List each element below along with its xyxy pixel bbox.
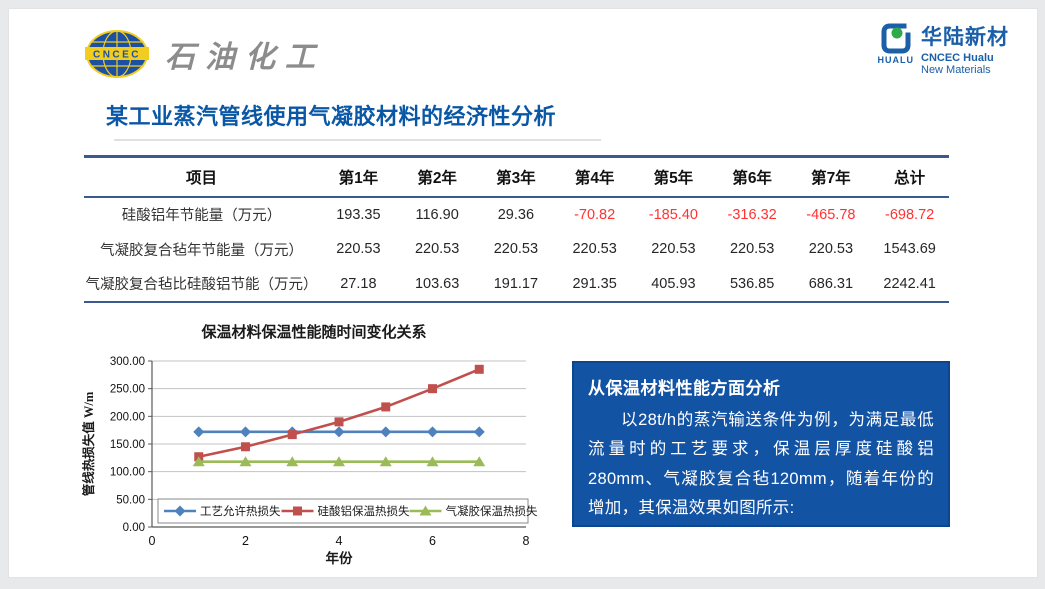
svg-text:2: 2	[242, 534, 249, 548]
hualu-name-en1: CNCEC Hualu	[921, 52, 994, 64]
table-cell: -70.82	[574, 206, 616, 223]
table-cell: 220.53	[336, 241, 381, 257]
hualu-logo: HUALU 华陆新材 CNCEC Hualu New Materials	[878, 21, 1010, 76]
svg-text:0: 0	[149, 534, 156, 548]
table-cell: 220.53	[808, 241, 854, 257]
hualu-name-en2: New Materials	[921, 64, 991, 76]
cncec-globe-icon: CNCEC	[85, 30, 149, 78]
left-logo-text: 石油化工	[165, 41, 325, 74]
svg-text:气凝胶保温热损失: 气凝胶保温热损失	[446, 504, 538, 518]
column-header: 第1年	[319, 156, 398, 198]
table-body: 硅酸铝年节能量（万元） 193.35 116.90 29.36 -70.82 -185.4…	[84, 197, 949, 302]
table-cell: -316.32	[727, 206, 777, 223]
table-row: 气凝胶复合毡年节能量（万元） 220.53 220.53 220.53 220.53 22…	[84, 232, 949, 267]
svg-text:50.00: 50.00	[116, 494, 145, 506]
analysis-box: 从保温材料性能方面分析 以28t/h的蒸汽输送条件为例，为满足最低流量时的工艺要…	[572, 361, 950, 527]
table-cell: 220.53	[729, 241, 775, 257]
table-cell: -465.78	[806, 206, 856, 223]
column-header: 第5年	[634, 156, 713, 198]
analysis-box-title: 从保温材料性能方面分析	[588, 379, 781, 398]
svg-text:150.00: 150.00	[110, 439, 145, 451]
table-cell: 291.35	[572, 275, 617, 292]
column-header: 项目	[84, 156, 319, 198]
table-cell: 103.63	[414, 275, 460, 292]
column-header: 第3年	[476, 156, 556, 198]
table-cell: -698.72	[885, 206, 935, 223]
svg-text:管线热损失值 W/m: 管线热损失值 W/m	[81, 391, 96, 496]
svg-text:CNCEC: CNCEC	[93, 50, 141, 61]
table-cell: 116.90	[415, 206, 459, 223]
column-header: 第2年	[397, 156, 477, 198]
svg-text:年份: 年份	[326, 550, 353, 566]
insulation-performance-chart: 保温材料保温性能随时间变化关系 0.00 50.00 100.00 150.00 200.…	[74, 319, 544, 569]
title-divider	[114, 139, 601, 141]
svg-text:工艺允许热损失: 工艺允许热损失	[200, 504, 281, 518]
slide: CNCEC 石油化工 HUALU 华陆新材 CNCEC Hualu New Ma…	[8, 8, 1038, 578]
svg-text:4: 4	[336, 534, 343, 548]
row-label: 气凝胶复合毡年节能量（万元）	[100, 242, 303, 259]
row-label: 气凝胶复合毡比硅酸铝节能（万元）	[85, 277, 318, 293]
svg-text:250.00: 250.00	[110, 384, 145, 396]
column-header: 第6年	[712, 156, 792, 198]
table-cell: 686.31	[808, 275, 854, 292]
svg-text:200.00: 200.00	[110, 411, 145, 423]
insulation-chart-svg: 保温材料保温性能随时间变化关系 0.00 50.00 100.00 150.00 200.…	[81, 323, 538, 566]
column-header: 第7年	[791, 156, 871, 198]
table-row: 硅酸铝年节能量（万元） 193.35 116.90 29.36 -70.82 -185.4…	[84, 197, 949, 232]
svg-text:8: 8	[523, 534, 530, 548]
table-cell: 193.35	[336, 206, 381, 223]
table-cell: 1543.69	[883, 241, 936, 257]
hualu-name-cn: 华陆新材	[921, 26, 1009, 49]
table-cell: 191.17	[493, 275, 539, 292]
hualu-icon	[881, 23, 911, 54]
svg-text:6: 6	[429, 534, 436, 548]
table-cell: -185.40	[648, 206, 698, 223]
table-cell: 220.53	[651, 241, 696, 257]
row-label: 硅酸铝年节能量（万元）	[121, 208, 282, 224]
economics-table: 项目 第1年 第2年 第3年 第4年 第5年 第6年 第7年 总计 硅酸铝年节能量（万元） 193…	[84, 155, 949, 303]
svg-text:0.00: 0.00	[123, 522, 145, 534]
table-cell: 2242.41	[883, 275, 936, 292]
hualu-icon-label: HUALU	[877, 55, 914, 65]
table-cell: 29.36	[497, 206, 535, 223]
analysis-box-body: 以28t/h的蒸汽输送条件为例，为满足最低流量时的工艺要求，保温层厚度硅酸铝28…	[588, 411, 934, 518]
svg-text:100.00: 100.00	[110, 467, 145, 479]
page-title: 某工业蒸汽管线使用气凝胶材料的经济性分析	[106, 104, 557, 129]
cncec-logo: CNCEC 石油化工	[85, 29, 325, 79]
table-cell: 220.53	[493, 241, 539, 257]
table-head-row: 项目 第1年 第2年 第3年 第4年 第5年 第6年 第7年 总计	[84, 156, 949, 198]
svg-text:保温材料保温性能随时间变化关系: 保温材料保温性能随时间变化关系	[200, 323, 426, 341]
table-cell: 220.53	[414, 241, 460, 257]
table-cell: 27.18	[340, 275, 377, 292]
table-cell: 220.53	[572, 241, 617, 257]
column-header: 第4年	[555, 156, 634, 198]
column-header: 总计	[870, 156, 949, 198]
table-cell: 536.85	[729, 275, 775, 292]
svg-text:300.00: 300.00	[110, 356, 145, 368]
table-row: 气凝胶复合毡比硅酸铝节能（万元） 27.18 103.63 191.17 291.35 4…	[84, 267, 949, 302]
table-cell: 405.93	[651, 275, 696, 292]
svg-text:硅酸铝保温热损失: 硅酸铝保温热损失	[318, 504, 410, 518]
